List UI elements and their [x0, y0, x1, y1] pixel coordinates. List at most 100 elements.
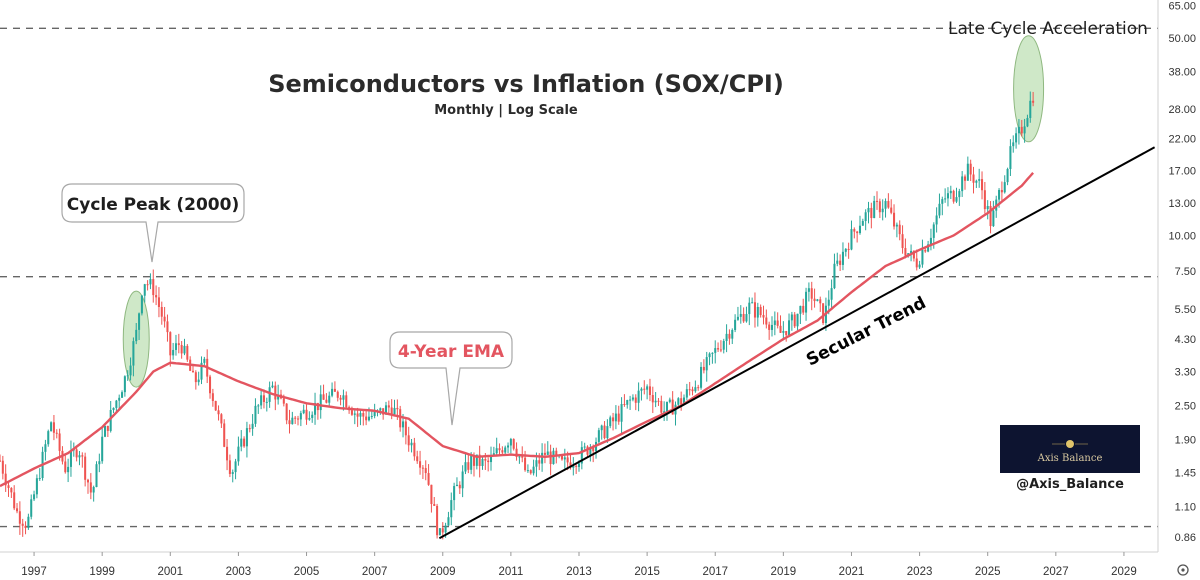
candle [135, 322, 138, 345]
candle [4, 464, 7, 492]
candle [140, 294, 143, 316]
candle [805, 287, 808, 321]
candle [600, 424, 603, 440]
candle [138, 312, 141, 341]
candle [1009, 139, 1012, 176]
candle [492, 446, 495, 457]
candle [262, 389, 265, 409]
candle [620, 397, 623, 433]
candle [333, 381, 336, 392]
candle [319, 385, 322, 419]
candle [7, 482, 10, 497]
candle [850, 220, 853, 251]
candle [898, 220, 901, 241]
candle [260, 388, 263, 410]
candle [612, 412, 615, 431]
candle [325, 393, 328, 404]
candle [121, 390, 124, 398]
candle [583, 442, 586, 451]
candle [929, 228, 932, 251]
candle [172, 342, 175, 360]
x-tick-label: 2015 [634, 566, 660, 578]
candle [467, 454, 470, 474]
x-axis-panel [0, 552, 1200, 580]
candle [146, 280, 149, 291]
candle [770, 316, 774, 337]
candle [223, 419, 226, 448]
candle [81, 452, 84, 468]
cycle-peak-label: Cycle Peak (2000) [67, 195, 239, 215]
candle [918, 260, 921, 269]
candle [152, 269, 155, 303]
x-tick-label: 1999 [89, 566, 115, 578]
x-tick-label: 2025 [975, 566, 1001, 578]
candle [751, 297, 754, 304]
candle [436, 503, 439, 539]
candle [867, 201, 870, 224]
x-tick-label: 2005 [294, 566, 320, 578]
candle [663, 401, 666, 422]
candle [955, 187, 958, 204]
candle [155, 285, 158, 306]
y-tick-label: 65.00 [1168, 1, 1196, 13]
y-tick-label: 4.30 [1175, 334, 1196, 346]
candle [86, 478, 90, 494]
highlight-ellipse [1013, 35, 1045, 143]
candle [529, 469, 532, 475]
candle [972, 166, 975, 194]
x-tick-label: 2023 [907, 566, 933, 578]
dashed-levels [0, 27, 1158, 528]
candle [654, 392, 657, 408]
candle [33, 490, 36, 502]
candle [89, 473, 92, 500]
candle [308, 411, 311, 421]
x-tick-label: 2011 [499, 566, 524, 578]
candle [362, 410, 365, 426]
candle [118, 394, 121, 410]
ema-label: 4-Year EMA [398, 342, 505, 362]
candle [1012, 135, 1015, 153]
candle [209, 374, 212, 399]
candle [793, 312, 796, 329]
candle [549, 444, 552, 476]
candle [489, 446, 493, 471]
candle [603, 421, 606, 440]
brand-logo: Axis Balance [1000, 425, 1140, 473]
candle [609, 415, 612, 429]
candle [1023, 118, 1026, 143]
candle [424, 460, 427, 481]
candle [915, 249, 918, 271]
candle [847, 242, 850, 259]
candle [518, 455, 521, 464]
candle [169, 331, 172, 367]
candle [884, 198, 887, 218]
candle [95, 461, 98, 488]
candle [978, 168, 981, 188]
candle [291, 411, 294, 425]
candle [901, 225, 904, 254]
candle [268, 381, 271, 408]
candle [194, 370, 197, 390]
candle [779, 315, 782, 334]
candle [419, 450, 422, 475]
candle [438, 528, 441, 536]
candle [512, 438, 515, 451]
candle [725, 324, 728, 353]
settings-icon[interactable] [1177, 564, 1189, 576]
candle [231, 469, 234, 483]
candle [180, 341, 183, 359]
candle [992, 200, 995, 227]
candle [487, 457, 490, 472]
candle [197, 371, 200, 386]
candle [881, 199, 884, 221]
candle [1, 455, 4, 480]
candle [935, 207, 938, 233]
candle [1020, 119, 1023, 137]
y-tick-label: 10.00 [1168, 230, 1196, 242]
candle [177, 333, 180, 354]
x-tick-label: 2009 [430, 566, 456, 578]
candle [288, 409, 291, 434]
candle [21, 518, 24, 537]
brand-handle: @Axis_Balance [1016, 477, 1124, 492]
